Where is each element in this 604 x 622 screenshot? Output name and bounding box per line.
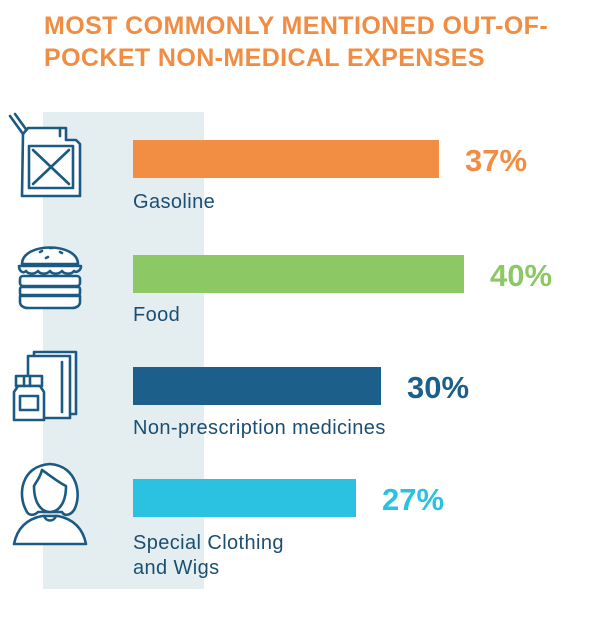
bar (133, 255, 464, 293)
value-label: 40% (490, 258, 553, 293)
value-label: 30% (407, 370, 470, 405)
value-label: 37% (465, 143, 528, 178)
chart-title: MOST COMMONLY MENTIONED OUT-OF-POCKET NO… (44, 12, 549, 72)
category-label: Food (133, 303, 553, 328)
category-label: Gasoline (133, 190, 553, 215)
category-label: Non-prescription medicines (133, 416, 553, 441)
medicine-icon (10, 346, 82, 426)
gas-can-icon (6, 110, 86, 202)
bar (133, 479, 356, 517)
woman-icon (12, 458, 88, 550)
category-label-line: Non-prescription medicines (133, 417, 386, 439)
category-label: Special Clothing and Wigs (133, 531, 553, 581)
bar (133, 140, 439, 178)
category-label-line: and Wigs (133, 557, 220, 579)
burger-icon (14, 236, 86, 310)
category-label-line: Special Clothing (133, 532, 284, 554)
bar (133, 367, 381, 405)
category-label-line: Gasoline (133, 191, 216, 213)
category-label-line: Food (133, 304, 181, 326)
value-label: 27% (382, 482, 445, 517)
